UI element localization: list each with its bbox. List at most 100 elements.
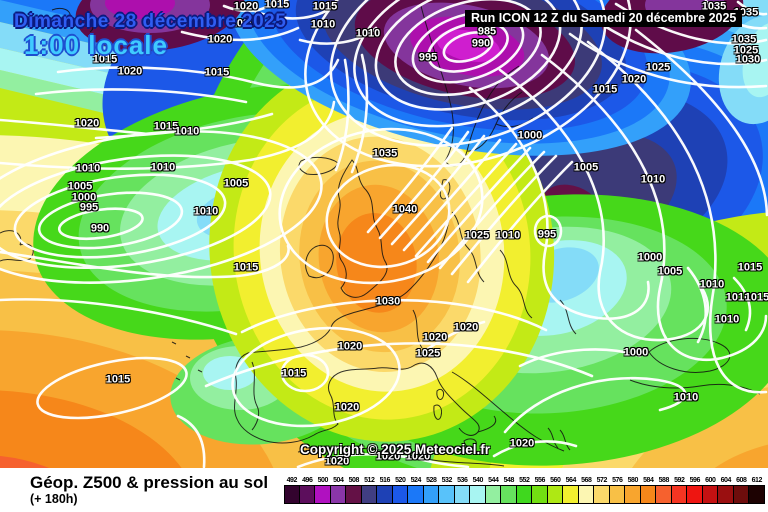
colorbar-entry: 544: [484, 476, 501, 504]
pressure-label: 1035: [701, 0, 727, 13]
pressure-label: 1020: [117, 65, 143, 78]
colorbar-entry: 512: [360, 476, 377, 504]
pressure-label: 1035: [733, 6, 759, 19]
pressure-label: 1010: [673, 391, 699, 404]
colorbar-entry: 588: [655, 476, 672, 504]
colorbar-value: 512: [364, 477, 375, 484]
colorbar-value: 596: [689, 477, 701, 484]
map-caption-forecast-hour: (+ 180h): [30, 492, 78, 506]
pressure-label: 1000: [637, 251, 663, 264]
pressure-label: 1020: [453, 321, 479, 334]
colorbar-cell: [593, 485, 610, 504]
pressure-label: 1035: [372, 147, 398, 160]
colorbar-value: 500: [317, 477, 329, 484]
pressure-label: 1010: [310, 18, 336, 31]
pressure-label: 1005: [67, 180, 93, 193]
pressure-label: 1010: [174, 125, 200, 138]
pressure-label: 1020: [207, 33, 233, 46]
colorbar-value: 560: [550, 477, 561, 484]
colorbar-cell: [376, 485, 393, 504]
pressure-label: 1015: [592, 83, 618, 96]
colorbar-entry: 604: [717, 476, 734, 504]
colorbar-value: 540: [472, 477, 484, 484]
pressure-label: 1010: [725, 291, 751, 304]
colorbar-cell: [748, 485, 765, 504]
pressure-label: 1020: [233, 0, 259, 13]
colorbar-cell: [608, 485, 625, 504]
colorbar-value: 604: [720, 477, 732, 484]
pressure-label: 1010: [640, 173, 666, 186]
colorbar-value: 532: [441, 477, 453, 484]
pressure-label: 1010: [714, 313, 740, 326]
pressure-label: 1010: [355, 27, 381, 40]
pressure-label: 1005: [573, 161, 599, 174]
footer-band: Géop. Z500 & pression au sol (+ 180h) 49…: [0, 468, 768, 512]
colorbar-cell: [515, 485, 532, 504]
colorbar-cell: [531, 485, 548, 504]
pressure-label: 1005: [223, 177, 249, 190]
colorbar-value: 588: [658, 477, 670, 484]
map-canvas[interactable]: 1020 1015 1015 1020 1020 1010 1010 995 985 990 101…: [0, 0, 768, 468]
colorbar-entry: 548: [500, 476, 517, 504]
colorbar-value: 520: [395, 477, 406, 484]
colorbar-cell: [500, 485, 517, 504]
colorbar-value: 556: [534, 477, 546, 484]
pressure-label: 1015: [312, 0, 338, 13]
colorbar-entry: 496: [298, 476, 315, 504]
colorbar-entry: 592: [670, 476, 687, 504]
z500-color-scale: 492 496 500 504 508 512 516 520 524 528 532 536 540 5…: [284, 476, 765, 504]
pressure-label: 1010: [75, 162, 101, 175]
pressure-label: 1010: [193, 205, 219, 218]
pressure-label: 1010: [150, 161, 176, 174]
colorbar-cell: [639, 485, 656, 504]
colorbar-cell: [284, 485, 300, 504]
colorbar-entry: 584: [639, 476, 656, 504]
colorbar-value: 576: [612, 477, 623, 484]
pressure-label: 1015: [264, 0, 290, 11]
colorbar-entry: 524: [407, 476, 424, 504]
colorbar-value: 524: [410, 477, 422, 484]
colorbar-entry: 552: [515, 476, 532, 504]
colorbar-value: 608: [736, 477, 747, 484]
pressure-label: 1030: [735, 53, 761, 66]
run-info-box: Run ICON 12 Z du Samedi 20 décembre 2025: [465, 10, 743, 27]
pressure-label: 1005: [657, 265, 683, 278]
pressure-label: 1015: [92, 53, 118, 66]
pressure-label: 1025: [464, 229, 490, 242]
map-date: Dimanche 28 décembre 2025: [14, 11, 287, 32]
colorbar-entry: 568: [577, 476, 594, 504]
colorbar-value: 584: [643, 477, 654, 484]
colorbar-entry: 532: [438, 476, 455, 504]
colorbar-value: 492: [286, 477, 298, 484]
colorbar-value: 580: [627, 477, 639, 484]
colorbar-value: 536: [457, 477, 468, 484]
pressure-label: 1025: [733, 44, 759, 57]
colorbar-entry: 576: [608, 476, 625, 504]
colorbar-entry: 600: [701, 476, 718, 504]
colorbar-value: 508: [348, 477, 360, 484]
colorbar-value: 572: [596, 477, 608, 484]
colorbar-entry: 516: [376, 476, 393, 504]
pressure-label: 1015: [105, 373, 131, 386]
colorbar-cell: [484, 485, 501, 504]
pressure-label: 1000: [71, 191, 97, 204]
pressure-label: 1015: [737, 261, 763, 274]
pressure-label: 990: [90, 222, 110, 235]
colorbar-entry: 528: [422, 476, 439, 504]
colorbar-value: 592: [674, 477, 685, 484]
pressure-label: 1020: [422, 331, 448, 344]
pressure-label: 1040: [392, 203, 418, 216]
colorbar-value: 548: [503, 477, 515, 484]
colorbar-cell: [624, 485, 641, 504]
pressure-label: 1015: [281, 367, 307, 380]
colorbar-entry: 536: [453, 476, 470, 504]
colorbar-entry: 572: [593, 476, 610, 504]
pressure-label: 1020: [230, 17, 256, 30]
colorbar-value: 496: [302, 477, 313, 484]
weather-map-svg: [0, 0, 768, 468]
colorbar-entry: 560: [546, 476, 563, 504]
pressure-label: 1015: [233, 261, 259, 274]
colorbar-entry: 596: [686, 476, 703, 504]
colorbar-cell: [655, 485, 672, 504]
